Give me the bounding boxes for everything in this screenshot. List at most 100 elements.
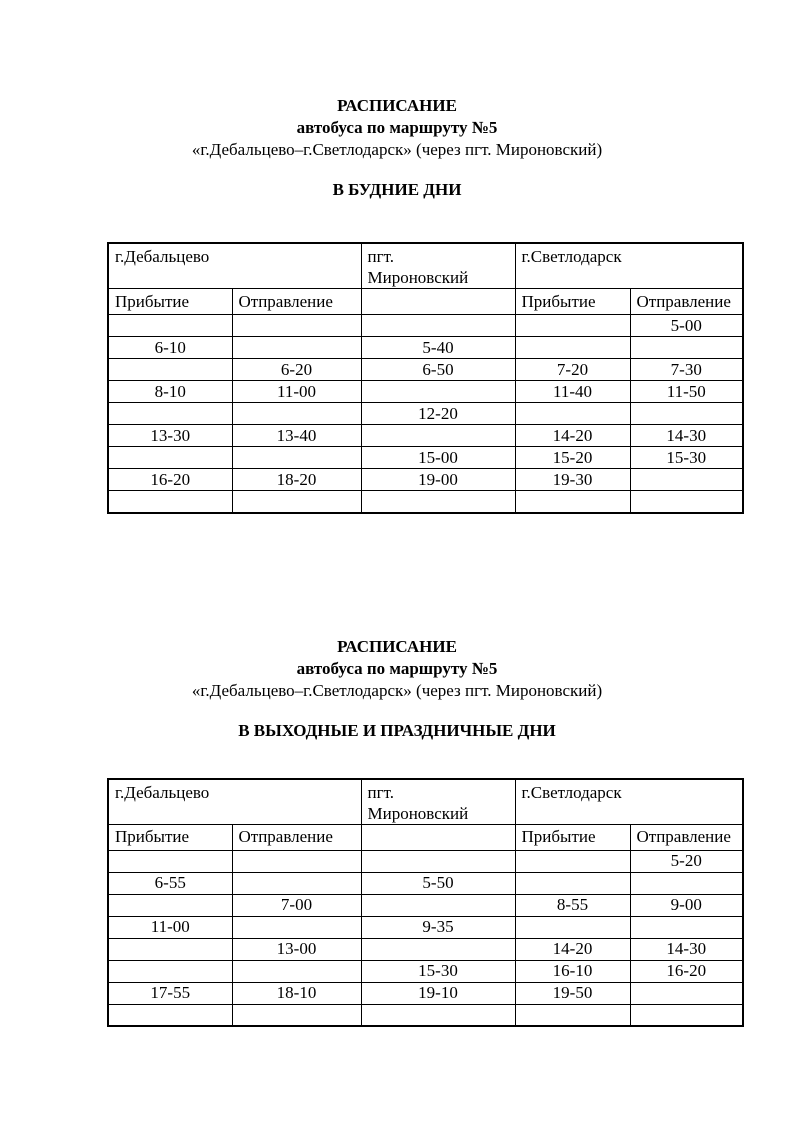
col-header-mironovsky-empty — [360, 288, 516, 315]
time-cell — [107, 490, 233, 513]
time-cell: 5-00 — [629, 314, 744, 337]
time-cell — [360, 490, 516, 513]
time-cell — [107, 937, 233, 961]
document-subtitle: автобуса по маршруту №5 — [296, 658, 498, 678]
time-cell — [231, 959, 362, 983]
time-cell: 6-55 — [107, 871, 233, 895]
time-cell: 6-50 — [360, 358, 516, 381]
table-row: 16-20 18-20 19-00 19-30 — [107, 468, 744, 491]
time-cell — [360, 937, 516, 961]
time-cell — [231, 871, 362, 895]
table-row: 7-00 8-55 9-00 — [107, 893, 744, 917]
table-row: 11-00 9-35 — [107, 915, 744, 939]
col-header-departure-debaltsevo: Отправление — [231, 823, 362, 851]
time-cell: 5-50 — [360, 871, 516, 895]
time-cell — [629, 915, 744, 939]
route-description: «г.Дебальцево–г.Светлодарск» (через пгт.… — [191, 140, 603, 159]
document-title: РАСПИСАНИЕ — [337, 96, 457, 115]
time-cell — [514, 871, 631, 895]
city-header-row: г.Дебальцево пгт. Мироновский г.Светлода… — [107, 778, 744, 825]
time-cell: 9-00 — [629, 893, 744, 917]
time-cell — [514, 849, 631, 873]
time-cell — [107, 358, 233, 381]
col-header-arrival-svetlodarsk: Прибытие — [514, 823, 631, 851]
city-header-svetlodarsk: г.Светлодарск — [514, 778, 744, 825]
time-cell — [514, 490, 631, 513]
time-cell — [107, 314, 233, 337]
time-cell: 15-30 — [360, 959, 516, 983]
time-cell — [231, 402, 362, 425]
time-cell: 16-20 — [629, 959, 744, 983]
time-cell — [629, 871, 744, 895]
table-row: 12-20 — [107, 402, 744, 425]
table-row: 15-30 16-10 16-20 — [107, 959, 744, 983]
time-cell — [360, 424, 516, 447]
document-subtitle: автобуса по маршруту №5 — [296, 118, 498, 137]
city-header-row: г.Дебальцево пгт. Мироновский г.Светлода… — [107, 242, 744, 289]
time-cell: 8-55 — [514, 893, 631, 917]
schedule-section-weekends: РАСПИСАНИЕ автобуса по маршруту №5 «г.Де… — [0, 636, 794, 1027]
time-cell: 11-00 — [231, 380, 362, 403]
time-cell: 19-00 — [360, 468, 516, 491]
time-cell: 14-20 — [514, 424, 631, 447]
time-cell: 7-30 — [629, 358, 744, 381]
time-cell: 11-50 — [629, 380, 744, 403]
time-cell — [629, 468, 744, 491]
table-row — [107, 1003, 744, 1027]
route-description: «г.Дебальцево–г.Светлодарск» (через пгт.… — [191, 680, 603, 700]
time-cell: 5-20 — [629, 849, 744, 873]
time-cell: 13-00 — [231, 937, 362, 961]
time-cell: 19-10 — [360, 981, 516, 1005]
time-cell — [231, 314, 362, 337]
time-cell: 9-35 — [360, 915, 516, 939]
table-row: 6-55 5-50 — [107, 871, 744, 895]
time-cell: 11-40 — [514, 380, 631, 403]
document-title: РАСПИСАНИЕ — [337, 636, 457, 656]
time-cell: 16-20 — [107, 468, 233, 491]
time-cell — [514, 402, 631, 425]
day-type-heading-weekends: В ВЫХОДНЫЕ И ПРАЗДНИЧНЫЕ ДНИ — [238, 720, 556, 740]
time-cell — [107, 446, 233, 469]
table-row — [107, 490, 744, 513]
time-cell: 16-10 — [514, 959, 631, 983]
time-cell — [231, 1003, 362, 1027]
city-header-mironovsky: пгт. Мироновский — [360, 778, 516, 825]
time-cell — [360, 380, 516, 403]
time-cell — [231, 490, 362, 513]
time-cell: 15-30 — [629, 446, 744, 469]
time-cell: 14-20 — [514, 937, 631, 961]
time-cell: 17-55 — [107, 981, 233, 1005]
time-cell: 6-20 — [231, 358, 362, 381]
schedule-section-weekdays: РАСПИСАНИЕ автобуса по маршруту №5 «г.Де… — [0, 95, 794, 514]
weekend-schedule-table: г.Дебальцево пгт. Мироновский г.Светлода… — [107, 777, 744, 1027]
table-row: 5-00 — [107, 314, 744, 337]
time-cell — [360, 849, 516, 873]
city-header-debaltsevo: г.Дебальцево — [107, 242, 362, 289]
time-cell — [629, 1003, 744, 1027]
table-row: 6-20 6-50 7-20 7-30 — [107, 358, 744, 381]
time-cell — [360, 314, 516, 337]
time-cell — [629, 981, 744, 1005]
city-header-debaltsevo: г.Дебальцево — [107, 778, 362, 825]
time-cell — [231, 849, 362, 873]
time-cell: 14-30 — [629, 937, 744, 961]
time-cell: 8-10 — [107, 380, 233, 403]
time-cell: 13-30 — [107, 424, 233, 447]
table-row: 13-30 13-40 14-20 14-30 — [107, 424, 744, 447]
col-header-mironovsky-empty — [360, 823, 516, 851]
time-cell — [107, 959, 233, 983]
time-cell: 7-20 — [514, 358, 631, 381]
time-cell — [360, 1003, 516, 1027]
time-cell: 6-10 — [107, 336, 233, 359]
time-cell: 19-50 — [514, 981, 631, 1005]
table-row: 15-00 15-20 15-30 — [107, 446, 744, 469]
time-cell — [231, 336, 362, 359]
time-cell — [514, 1003, 631, 1027]
time-cell: 19-30 — [514, 468, 631, 491]
col-header-arrival-debaltsevo: Прибытие — [107, 823, 233, 851]
time-cell — [629, 336, 744, 359]
time-cell: 15-20 — [514, 446, 631, 469]
time-cell: 5-40 — [360, 336, 516, 359]
col-header-departure-svetlodarsk: Отправление — [629, 823, 744, 851]
city-header-mironovsky: пгт. Мироновский — [360, 242, 516, 289]
